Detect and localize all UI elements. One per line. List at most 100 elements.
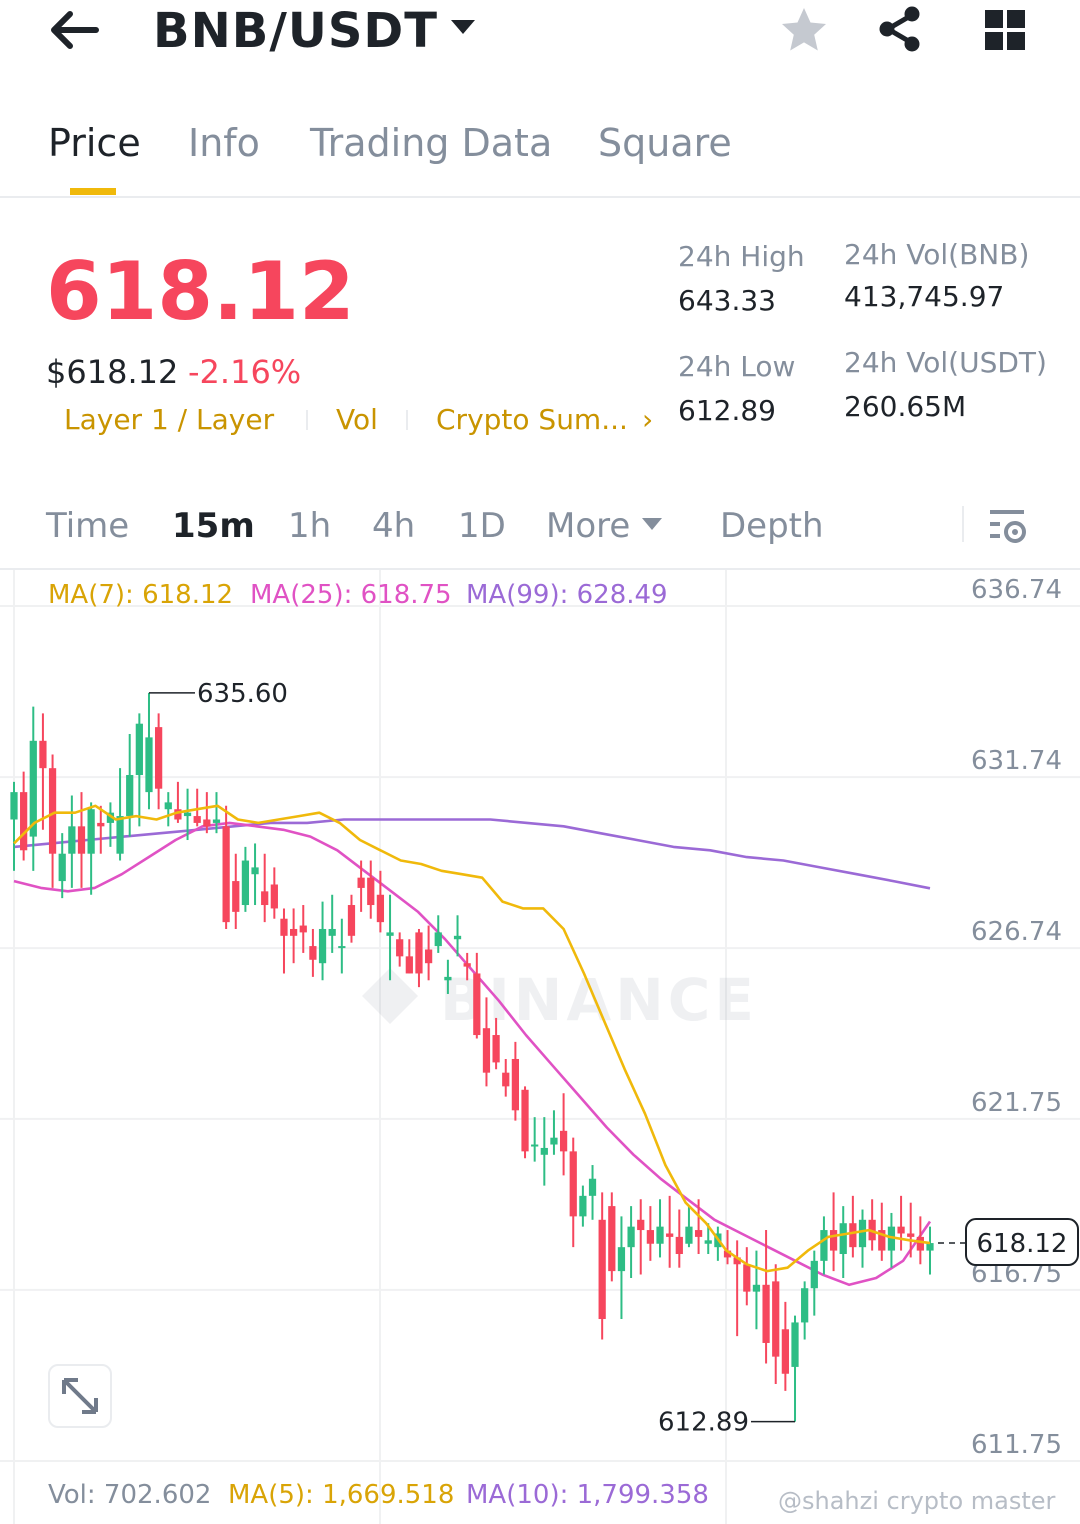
candle: [309, 928, 317, 977]
candle-body: [453, 935, 462, 940]
tag-crypto-sum[interactable]: Crypto Sum...: [436, 403, 628, 436]
back-arrow-icon: [51, 11, 99, 49]
candlestick-chart[interactable]: BINANCE 636.74631.74626.74621.75616.7561…: [0, 570, 1080, 1524]
candle-body: [559, 1130, 568, 1152]
fullscreen-button[interactable]: [48, 1364, 112, 1428]
interval-time[interactable]: Time: [46, 506, 130, 546]
interval-4h[interactable]: 4h: [372, 506, 416, 546]
candle-body: [396, 939, 404, 957]
candle: [772, 1264, 780, 1385]
candle: [116, 768, 124, 861]
candle: [453, 915, 462, 957]
candle: [376, 870, 385, 933]
candle-body: [155, 727, 163, 789]
interval-separator: [962, 506, 964, 542]
candle-body: [907, 1233, 915, 1237]
candle-body: [318, 928, 327, 964]
binance-watermark: BINANCE: [362, 966, 754, 1034]
candle: [87, 802, 95, 895]
usd-price: $618.12: [46, 353, 179, 391]
back-button[interactable]: [44, 4, 108, 56]
candle-body: [68, 826, 76, 854]
candle: [290, 908, 298, 964]
tab-square[interactable]: Square: [598, 121, 732, 165]
candle-body: [29, 740, 37, 837]
expand-icon: [62, 1378, 98, 1414]
candle: [241, 846, 250, 912]
candle: [579, 1185, 587, 1227]
candle: [820, 1216, 828, 1275]
candle-body: [270, 884, 278, 909]
candle: [627, 1206, 635, 1278]
candle-body: [588, 1178, 597, 1196]
candle: [511, 1041, 520, 1121]
candle-body: [502, 1072, 510, 1087]
caret-down-icon[interactable]: [640, 514, 664, 534]
candle-body: [897, 1226, 905, 1234]
candle-body: [617, 1247, 626, 1272]
candle: [328, 894, 336, 953]
y-axis-tick-label: 621.75: [971, 1088, 1062, 1118]
interval-15m[interactable]: 15m: [172, 506, 255, 546]
candle-body: [810, 1260, 818, 1289]
candle-body: [212, 819, 221, 823]
share-icon[interactable]: [874, 3, 926, 55]
candle-body: [10, 792, 18, 820]
tabs-divider: [0, 196, 1080, 198]
candle: [39, 713, 47, 830]
interval-1d[interactable]: 1D: [458, 506, 506, 546]
tab-price[interactable]: Price: [48, 121, 141, 165]
candle: [415, 928, 423, 988]
tag-vol[interactable]: Vol: [336, 403, 378, 436]
ma7-line: [13, 804, 931, 1273]
candle-body: [685, 1226, 693, 1244]
candle-body: [839, 1223, 847, 1255]
candle-body: [752, 1284, 761, 1292]
star-icon[interactable]: [778, 4, 830, 56]
interval-1h[interactable]: 1h: [288, 506, 332, 546]
vol-quote-value: 260.65M: [844, 390, 967, 423]
candle: [405, 939, 413, 974]
candle: [145, 692, 153, 810]
candle: [48, 754, 57, 888]
interval-depth[interactable]: Depth: [720, 506, 824, 546]
candle-body: [762, 1284, 770, 1343]
candle-body: [916, 1236, 924, 1251]
candle: [608, 1192, 616, 1282]
candle: [723, 1230, 732, 1265]
candle-body: [405, 956, 413, 974]
y-axis-tick-label: 611.75: [971, 1430, 1062, 1460]
candle: [357, 860, 365, 912]
candle: [675, 1209, 683, 1268]
candle: [424, 925, 433, 981]
candle-body: [183, 812, 192, 817]
candle-body: [801, 1288, 809, 1323]
candle: [704, 1223, 712, 1255]
tag-layer1[interactable]: Layer 1 / Layer: [64, 403, 275, 436]
candle: [212, 792, 221, 834]
interval-more[interactable]: More: [546, 506, 631, 546]
candle: [126, 733, 134, 837]
chart-settings-icon[interactable]: [986, 504, 1030, 548]
candle-body: [241, 860, 250, 906]
candle: [174, 781, 182, 823]
candle-body: [290, 928, 298, 936]
tags-more-chevron-icon[interactable]: ›: [642, 403, 654, 436]
candle: [878, 1202, 886, 1261]
tag-separator: [406, 410, 408, 430]
y-axis-tick-label: 626.74: [971, 917, 1062, 947]
candle: [135, 713, 143, 827]
candle-body: [926, 1243, 934, 1251]
candle-body: [887, 1226, 896, 1251]
tab-info[interactable]: Info: [188, 121, 260, 165]
grid-icon[interactable]: [982, 7, 1028, 53]
tab-trading-data[interactable]: Trading Data: [310, 121, 553, 165]
ma25-line: [13, 821, 932, 1287]
candle-body: [280, 918, 288, 936]
caret-down-icon[interactable]: [446, 10, 480, 44]
max-price-label: 635.60: [197, 679, 288, 709]
candle-body: [251, 867, 259, 875]
candle: [155, 713, 163, 810]
candle: [598, 1192, 606, 1340]
pair-title[interactable]: BNB/USDT: [153, 3, 439, 59]
